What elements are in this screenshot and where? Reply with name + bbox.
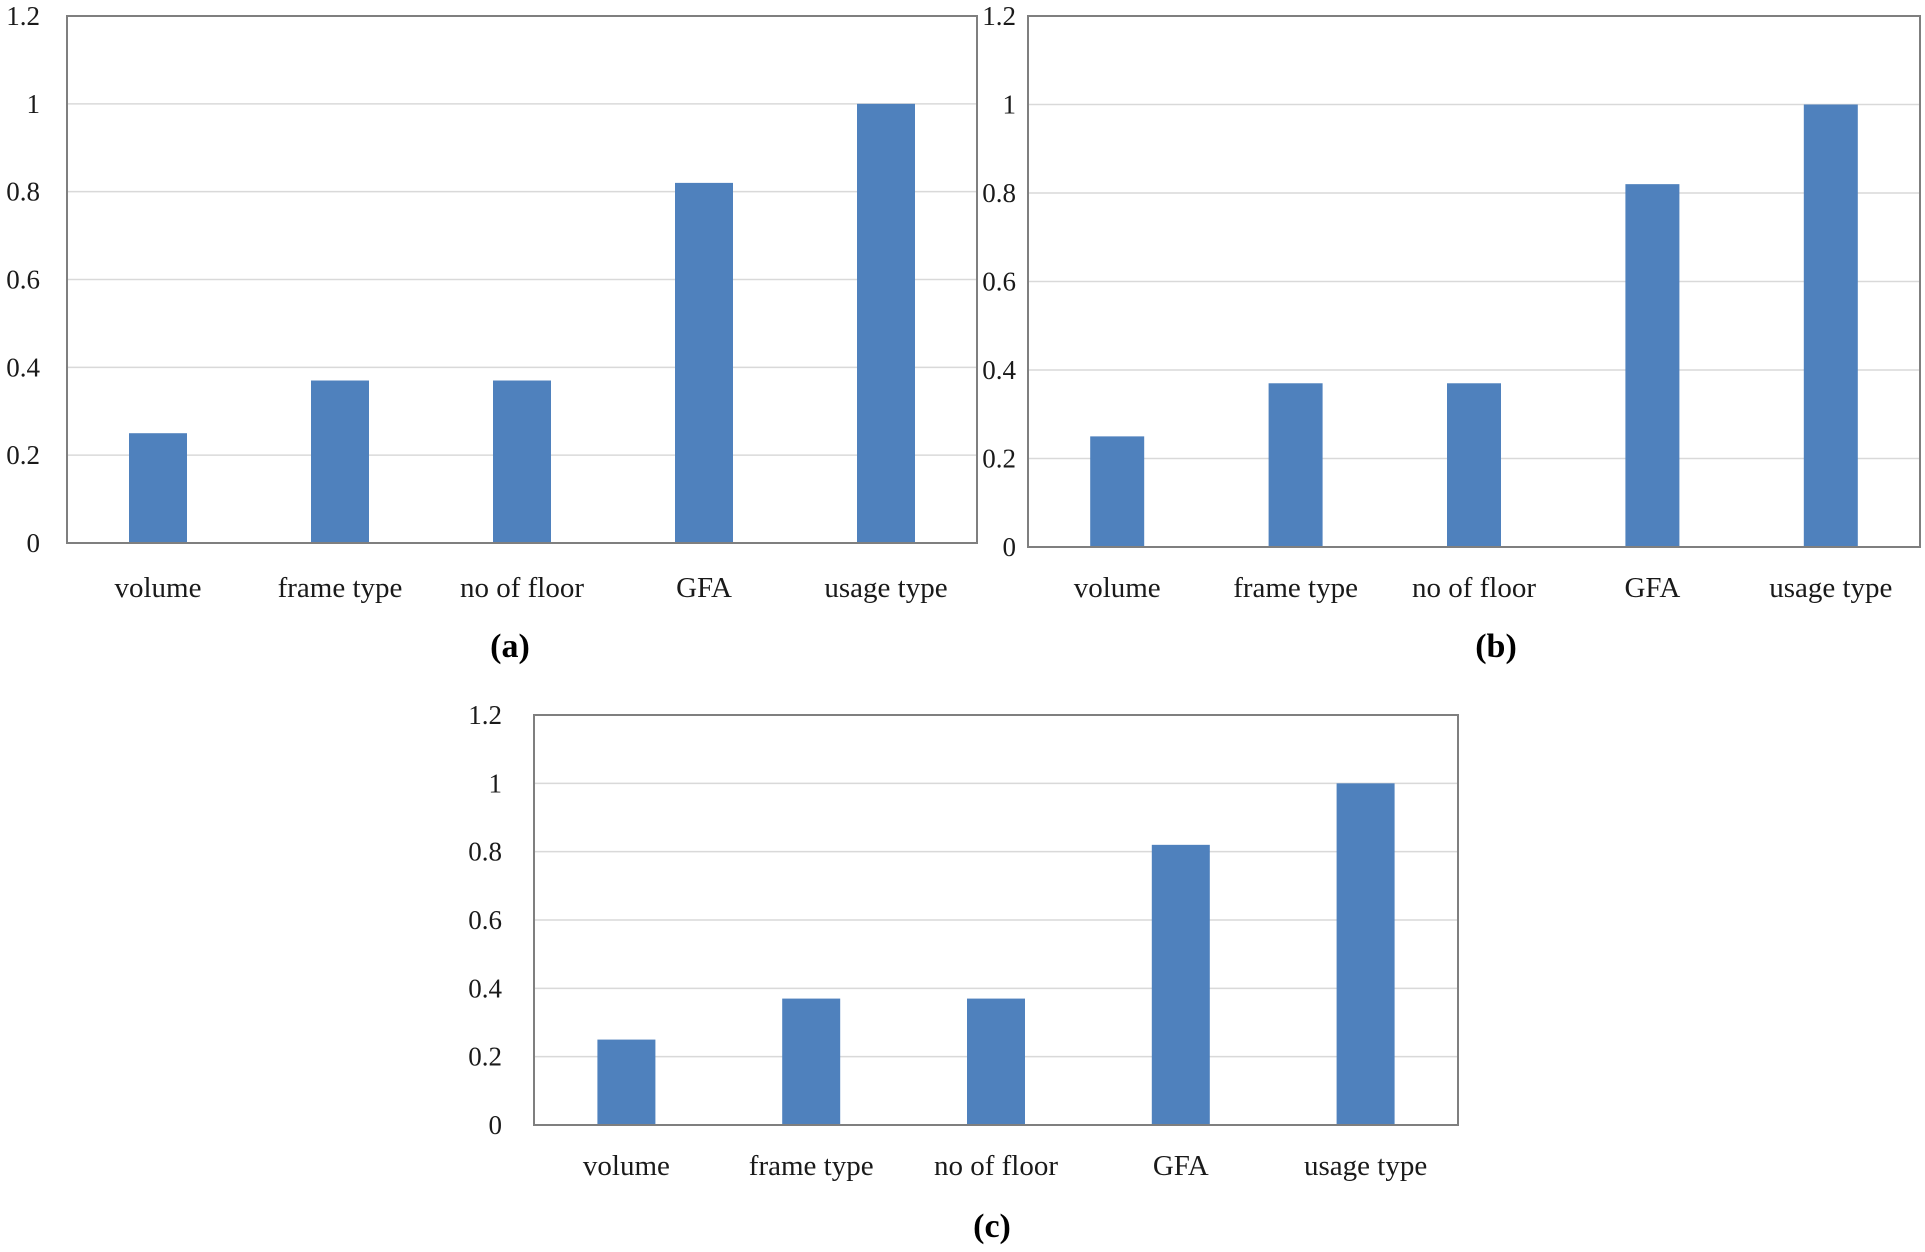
x-tick-label: usage type — [1304, 1150, 1427, 1182]
y-tick-label: 0.2 — [982, 444, 1016, 474]
chart-panel-c: 0 0.2 0.4 0.6 0.8 1 1.2 volume frame type no of f… — [430, 690, 1490, 1252]
x-tick-label: no of floor — [460, 572, 584, 604]
panel-label-b: (b) — [1475, 628, 1517, 665]
y-tick-label: 1 — [1003, 90, 1017, 120]
y-tick-label: 0.6 — [982, 267, 1016, 297]
plot-border — [1027, 15, 1921, 548]
y-tick-label: 0.6 — [468, 905, 502, 935]
x-tick-label: frame type — [1233, 572, 1358, 604]
bar-volume — [129, 433, 187, 543]
bar-usage-type — [1336, 783, 1395, 1125]
x-tick-label: frame type — [749, 1150, 874, 1182]
y-tick-label: 0.6 — [6, 265, 40, 295]
plot-border — [66, 15, 978, 544]
y-tick-label: 1.2 — [6, 1, 40, 31]
x-tick-label: GFA — [676, 572, 732, 604]
x-tick-label: GFA — [1153, 1150, 1209, 1182]
x-tick-label: usage type — [824, 572, 947, 604]
bar-volume — [597, 1039, 656, 1125]
x-tick-label: volume — [115, 572, 202, 604]
x-tick-label: usage type — [1769, 572, 1892, 604]
y-tick-label: 1.2 — [982, 1, 1016, 31]
bar-no-of-floor — [967, 998, 1025, 1125]
y-tick-label: 0.8 — [6, 177, 40, 207]
y-tick-label: 0 — [1003, 532, 1017, 562]
y-tick-label: 0.4 — [468, 973, 502, 1003]
y-tick-label: 0 — [27, 528, 41, 558]
y-tick-label: 0.8 — [468, 837, 502, 867]
y-tick-label: 1.2 — [468, 700, 502, 730]
bar-GFA — [1151, 844, 1210, 1125]
x-tick-label: GFA — [1624, 572, 1680, 604]
bar-chart-b: 0 0.2 0.4 0.6 0.8 1 1.2 volume frame type no of f… — [982, 1, 1921, 604]
bar-chart-a: 0 0.2 0.4 0.6 0.8 1 1.2 volume frame type no of f… — [6, 1, 978, 604]
bar-frame-type — [311, 380, 369, 543]
y-tick-label: 0.8 — [982, 178, 1016, 208]
bar-frame-type — [782, 998, 841, 1125]
chart-panel-b: 0 0.2 0.4 0.6 0.8 1 1.2 volume frame type no of f… — [982, 0, 1925, 680]
x-tick-label: volume — [1074, 572, 1161, 604]
bar-frame-type — [1268, 383, 1323, 547]
y-tick-label: 0 — [489, 1110, 503, 1140]
bar-no-of-floor — [1447, 383, 1501, 547]
y-tick-label: 0.4 — [6, 352, 40, 382]
y-tick-label: 0.2 — [468, 1042, 502, 1072]
x-tick-label: frame type — [278, 572, 403, 604]
x-tick-label: volume — [583, 1150, 670, 1182]
y-tick-label: 0.4 — [982, 355, 1016, 385]
chart-panel-a: 0 0.2 0.4 0.6 0.8 1 1.2 volume frame type no of f… — [0, 0, 990, 680]
bar-usage-type — [1803, 104, 1858, 547]
bar-chart-c: 0 0.2 0.4 0.6 0.8 1 1.2 volume frame type no of f… — [468, 700, 1459, 1182]
bar-GFA — [1625, 184, 1680, 547]
plot-border — [533, 714, 1459, 1126]
y-tick-label: 1 — [27, 89, 41, 119]
bar-GFA — [675, 182, 733, 543]
bar-volume — [1090, 436, 1145, 547]
x-tick-label: no of floor — [1412, 572, 1536, 604]
bar-usage-type — [857, 103, 915, 543]
y-tick-label: 1 — [489, 768, 503, 798]
bar-no-of-floor — [493, 380, 551, 543]
panel-label-a: (a) — [490, 628, 530, 665]
x-tick-label: no of floor — [934, 1150, 1058, 1182]
y-tick-label: 0.2 — [6, 440, 40, 470]
panel-label-c: (c) — [973, 1208, 1011, 1245]
